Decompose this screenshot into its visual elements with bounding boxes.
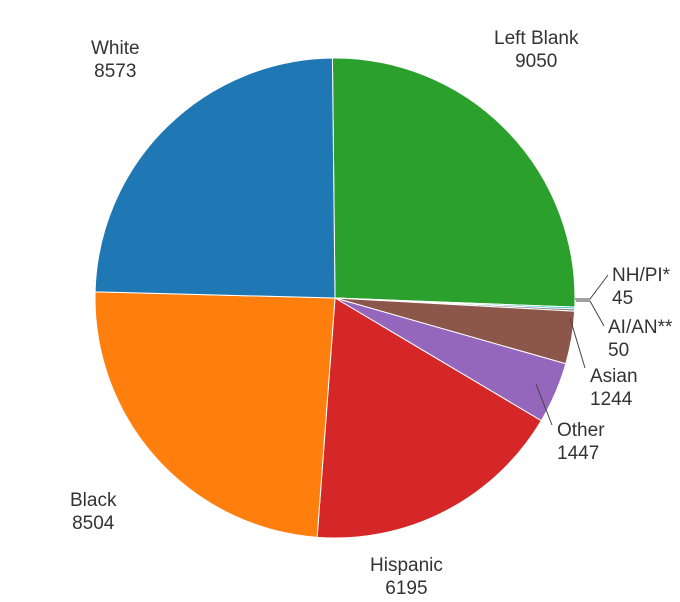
pie-slice	[332, 58, 575, 307]
pie-slice	[95, 292, 335, 537]
leader-line	[575, 275, 608, 299]
pie-chart: Left Blank 9050NH/PI* 45AI/AN** 50Asian …	[0, 0, 680, 597]
pie-slice	[95, 58, 335, 298]
leader-line	[570, 318, 585, 368]
leader-line	[576, 301, 604, 326]
pie-svg	[0, 0, 680, 597]
